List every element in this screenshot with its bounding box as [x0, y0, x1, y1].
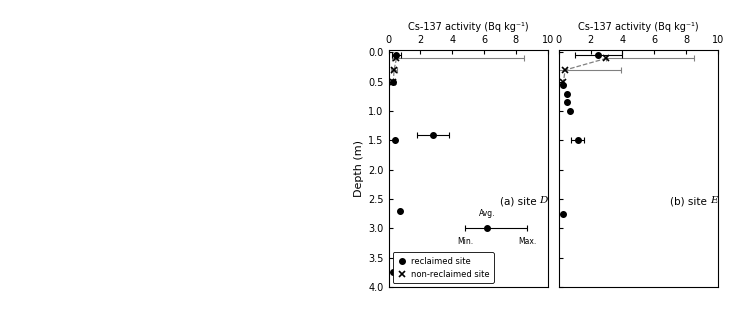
- non-reclaimed site: [392, 56, 401, 60]
- reclaimed site: [392, 53, 401, 57]
- reclaimed site: [388, 271, 397, 275]
- Line: non-reclaimed site: non-reclaimed site: [560, 55, 610, 85]
- non-reclaimed site: [388, 80, 397, 84]
- reclaimed site: [562, 100, 571, 104]
- reclaimed site: [428, 133, 437, 137]
- Text: D: D: [539, 196, 548, 205]
- Text: Avg.: Avg.: [479, 209, 495, 218]
- Text: (b) site: (b) site: [670, 196, 710, 206]
- Text: E: E: [710, 196, 718, 205]
- reclaimed site: [559, 83, 568, 87]
- Text: Max.: Max.: [518, 237, 536, 246]
- Line: reclaimed site: reclaimed site: [391, 52, 436, 275]
- reclaimed site: [391, 139, 400, 143]
- reclaimed site: [559, 212, 568, 216]
- X-axis label: Cs-137 activity (Bq kg⁻¹): Cs-137 activity (Bq kg⁻¹): [578, 22, 699, 32]
- Legend: reclaimed site, non-reclaimed site: reclaimed site, non-reclaimed site: [393, 252, 494, 283]
- reclaimed site: [565, 109, 574, 113]
- non-reclaimed site: [559, 80, 568, 84]
- reclaimed site: [594, 53, 603, 57]
- reclaimed site: [574, 139, 582, 143]
- Line: non-reclaimed site: non-reclaimed site: [390, 55, 400, 85]
- X-axis label: Cs-137 activity (Bq kg⁻¹): Cs-137 activity (Bq kg⁻¹): [408, 22, 528, 32]
- Text: Min.: Min.: [457, 237, 473, 246]
- Y-axis label: Depth (m): Depth (m): [354, 140, 364, 197]
- non-reclaimed site: [602, 56, 611, 60]
- Line: reclaimed site: reclaimed site: [561, 52, 602, 216]
- non-reclaimed site: [390, 68, 399, 72]
- reclaimed site: [388, 80, 397, 84]
- reclaimed site: [395, 209, 404, 213]
- non-reclaimed site: [561, 68, 570, 72]
- Text: (a) site: (a) site: [500, 196, 539, 206]
- reclaimed site: [562, 91, 571, 95]
